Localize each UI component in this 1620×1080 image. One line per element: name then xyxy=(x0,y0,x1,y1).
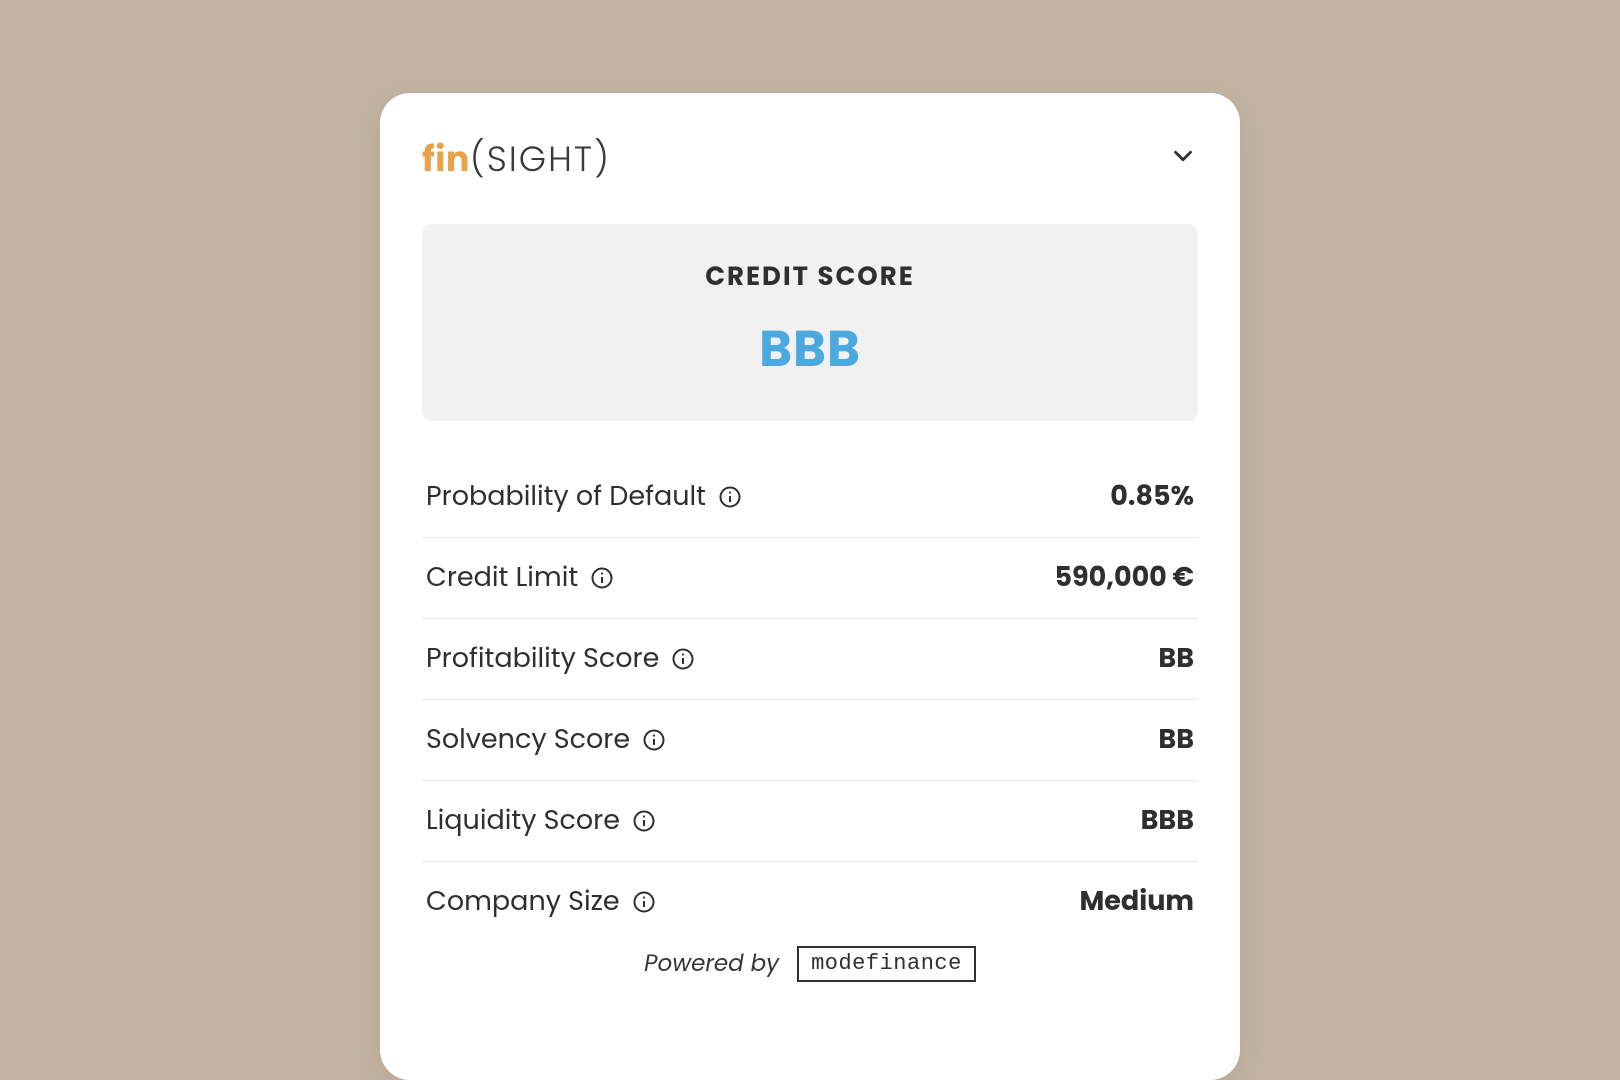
metrics-list: Probability of Default 0.85% Credit Limi… xyxy=(422,457,1198,932)
row-company-size: Company Size Medium xyxy=(422,862,1198,932)
row-value: BB xyxy=(1158,639,1194,679)
info-icon[interactable] xyxy=(590,566,614,590)
label-text: Profitability Score xyxy=(426,639,659,679)
row-value: 0.85% xyxy=(1110,477,1194,517)
row-label: Profitability Score xyxy=(426,639,695,679)
row-solvency-score: Solvency Score BB xyxy=(422,700,1198,781)
label-text: Solvency Score xyxy=(426,720,630,760)
row-label: Credit Limit xyxy=(426,558,614,598)
label-text: Company Size xyxy=(426,882,620,922)
info-icon[interactable] xyxy=(642,728,666,752)
brand-sight: (SIGHT) xyxy=(470,133,611,186)
row-credit-limit: Credit Limit 590,000 € xyxy=(422,538,1198,619)
info-icon[interactable] xyxy=(718,485,742,509)
credit-score-value: BBB xyxy=(442,311,1178,387)
provider-badge: modefinance xyxy=(797,946,976,982)
row-label: Company Size xyxy=(426,882,656,922)
card-header: fin (SIGHT) xyxy=(422,133,1198,186)
row-value: Medium xyxy=(1079,882,1194,922)
brand-logo: fin (SIGHT) xyxy=(422,133,611,186)
row-label: Solvency Score xyxy=(426,720,666,760)
label-text: Credit Limit xyxy=(426,558,578,598)
powered-by-label: Powered by xyxy=(644,947,779,981)
label-text: Probability of Default xyxy=(426,477,706,517)
row-label: Liquidity Score xyxy=(426,801,656,841)
label-text: Liquidity Score xyxy=(426,801,620,841)
row-liquidity-score: Liquidity Score BBB xyxy=(422,781,1198,862)
chevron-down-icon[interactable] xyxy=(1168,141,1198,178)
info-icon[interactable] xyxy=(632,809,656,833)
row-value: 590,000 € xyxy=(1054,558,1194,598)
row-value: BB xyxy=(1158,720,1194,760)
card-footer: Powered by modefinance xyxy=(422,946,1198,982)
row-value: BBB xyxy=(1141,801,1194,841)
credit-score-box: CREDIT SCORE BBB xyxy=(422,224,1198,421)
row-label: Probability of Default xyxy=(426,477,742,517)
brand-fin: fin xyxy=(422,133,470,186)
credit-score-title: CREDIT SCORE xyxy=(442,258,1178,297)
info-icon[interactable] xyxy=(632,890,656,914)
row-probability-of-default: Probability of Default 0.85% xyxy=(422,457,1198,538)
finsight-card: fin (SIGHT) CREDIT SCORE BBB Probability… xyxy=(380,93,1240,1080)
info-icon[interactable] xyxy=(671,647,695,671)
row-profitability-score: Profitability Score BB xyxy=(422,619,1198,700)
